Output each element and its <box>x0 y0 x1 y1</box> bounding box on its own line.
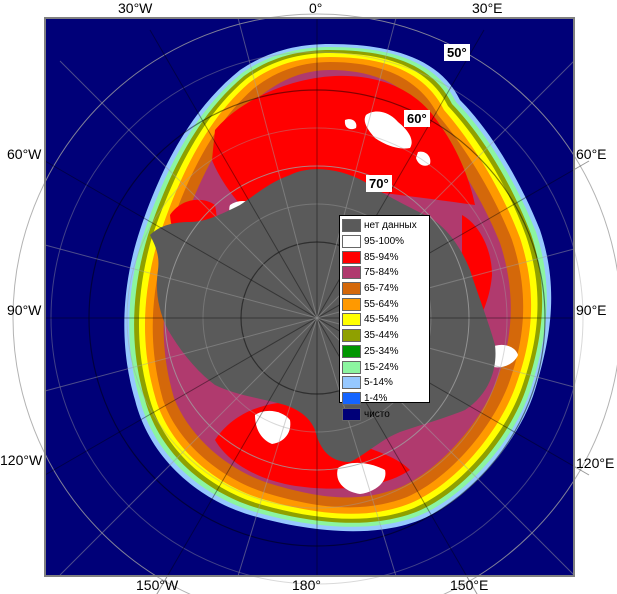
lon-label-60w: 60°W <box>7 146 42 162</box>
legend-label: 25-34% <box>364 345 399 357</box>
lon-label-150e: 150°E <box>450 577 489 593</box>
lon-label-120w: 120°W <box>0 452 43 468</box>
legend-row-85-94: 85-94% <box>342 249 427 265</box>
legend-swatch <box>342 282 361 296</box>
graticule <box>12 13 617 594</box>
ice-white-4 <box>255 410 291 444</box>
legend-label: 65-74% <box>364 283 399 295</box>
legend-row-95-100: 95-100% <box>342 234 427 250</box>
legend-label: 1-4% <box>364 392 388 404</box>
legend-label: чисто <box>364 408 390 420</box>
meridian-30w-150e <box>149 29 478 594</box>
legend-row-25-34: 25-34% <box>342 344 427 360</box>
latitude-circle-60 <box>88 89 546 547</box>
legend-swatch <box>342 391 361 405</box>
legend-label: нет данных <box>364 220 417 232</box>
legend-swatch <box>342 266 361 280</box>
lon-label-90e: 90°E <box>576 302 607 318</box>
lon-label-30w-top: 30°W <box>118 0 153 16</box>
legend-label: 85-94% <box>364 251 399 263</box>
legend-row-45-54: 45-54% <box>342 312 427 328</box>
lon-label-30e-top: 30°E <box>472 0 503 16</box>
latitude-circle-65 <box>126 127 508 509</box>
legend-label: 55-64% <box>364 298 399 310</box>
meridian-15 <box>316 17 397 319</box>
meridian-75w <box>44 244 318 319</box>
legend-label: 35-44% <box>364 330 399 342</box>
legend-row-65-74: 65-74% <box>342 281 427 297</box>
legend-row-no-data: нет данных <box>342 218 427 234</box>
latitude-circle-75 <box>202 203 432 433</box>
latitude-circle-55 <box>50 51 584 585</box>
legend-label: 95-100% <box>364 236 405 248</box>
lon-label-90w: 90°W <box>7 302 42 318</box>
meridian-165w <box>237 317 318 577</box>
legend-label: 5-14% <box>364 377 393 389</box>
legend-label: 75-84% <box>364 267 399 279</box>
ice-white-2 <box>416 151 431 166</box>
legend-label: 45-54% <box>364 314 399 326</box>
latitude-circle-50 <box>12 13 617 594</box>
legend-swatch <box>342 235 361 249</box>
legend-swatch <box>342 344 361 358</box>
lat-label-60: 60° <box>404 110 430 127</box>
meridian-135w <box>59 317 318 576</box>
legend-swatch <box>342 329 361 343</box>
meridian-45w <box>59 60 318 319</box>
legend-row-75-84: 75-84% <box>342 265 427 281</box>
legend-swatch <box>342 360 361 374</box>
meridian-105w <box>44 317 318 392</box>
legend-swatch <box>342 376 361 390</box>
legend-swatch <box>342 219 361 233</box>
legend-row-35-44: 35-44% <box>342 328 427 344</box>
lon-label-120e: 120°E <box>576 455 615 471</box>
meridian-165 <box>316 317 397 577</box>
ice-white-5 <box>337 462 386 494</box>
meridian-60e-120w <box>44 160 590 476</box>
lon-label-60e: 60°E <box>576 146 607 162</box>
legend-row-5-14: 5-14% <box>342 375 427 391</box>
lat-label-70: 70° <box>366 175 392 192</box>
meridian-60w-120e <box>44 160 590 476</box>
legend-swatch <box>342 297 361 311</box>
legend-row-clear: чисто <box>342 406 427 422</box>
meridian-15w <box>237 17 318 319</box>
legend-swatch <box>342 313 361 327</box>
legend-row-15-24: 15-24% <box>342 359 427 375</box>
legend-row-1-4: 1-4% <box>342 391 427 407</box>
legend-label: 15-24% <box>364 361 399 373</box>
ice-white-7 <box>344 119 357 130</box>
lon-label-150w: 150°W <box>136 577 179 593</box>
latitude-circle-70 <box>164 165 470 471</box>
lon-label-0: 0° <box>309 0 323 16</box>
legend-swatch <box>342 407 361 421</box>
legend-row-55-64: 55-64% <box>342 296 427 312</box>
lon-label-180: 180° <box>292 577 321 593</box>
lat-label-50: 50° <box>444 44 470 61</box>
ice-white-1 <box>364 111 412 149</box>
map-border <box>44 17 575 577</box>
legend: нет данных 95-100% 85-94% 75-84% 65-74% … <box>339 215 430 421</box>
legend-swatch <box>342 250 361 264</box>
